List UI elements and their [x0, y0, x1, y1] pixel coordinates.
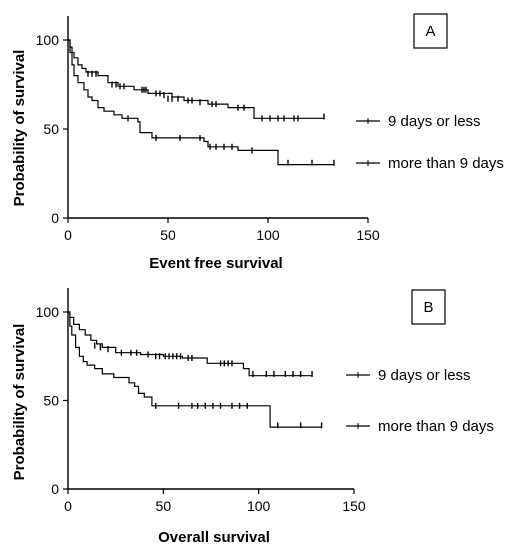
legend: 9 days or less more than 9 days [346, 367, 494, 435]
x-axis-title: Overall survival [158, 529, 270, 546]
series-line-1 [68, 311, 313, 377]
legend-label-series-1: 9 days or less [388, 113, 481, 130]
y-tick-label: 100 [36, 304, 60, 320]
y-tick-label: 50 [43, 393, 59, 409]
y-tick-label: 0 [51, 481, 59, 497]
series-line-2 [68, 311, 322, 428]
x-tick-label: 150 [356, 227, 380, 243]
panel-a: Probability of survival Event free survi… [11, 13, 504, 272]
panel-label: B [423, 299, 433, 316]
x-tick-label: 50 [156, 498, 172, 514]
y-axis-title: Probability of survival [11, 324, 28, 481]
legend-label-series-2: more than 9 days [378, 418, 494, 435]
series-line-2 [68, 39, 334, 166]
panel-label-frame [413, 13, 448, 49]
x-tick-label: 0 [64, 498, 72, 514]
legend-label-series-1: 9 days or less [378, 367, 471, 384]
x-tick-label: 0 [64, 227, 72, 243]
y-tick-label: 100 [36, 32, 60, 48]
y-axis-title: Probability of survival [11, 50, 28, 207]
x-tick-label: 150 [342, 498, 366, 514]
panel-label-box: B [411, 289, 446, 325]
panel-label-frame [411, 289, 446, 325]
panel-label: A [425, 23, 435, 40]
x-tick-label: 100 [247, 498, 271, 514]
x-axis-title: Event free survival [149, 255, 282, 272]
x-tick-label: 100 [256, 227, 280, 243]
x-tick-label: 50 [160, 227, 176, 243]
panel-label-box: A [413, 13, 448, 49]
panel-b: Probability of survival Overall survival… [11, 288, 494, 546]
series-line-1 [68, 39, 324, 119]
legend: 9 days or less more than 9 days [356, 113, 504, 172]
y-tick-label: 50 [43, 121, 59, 137]
legend-label-series-2: more than 9 days [388, 155, 504, 172]
y-tick-label: 0 [51, 210, 59, 226]
